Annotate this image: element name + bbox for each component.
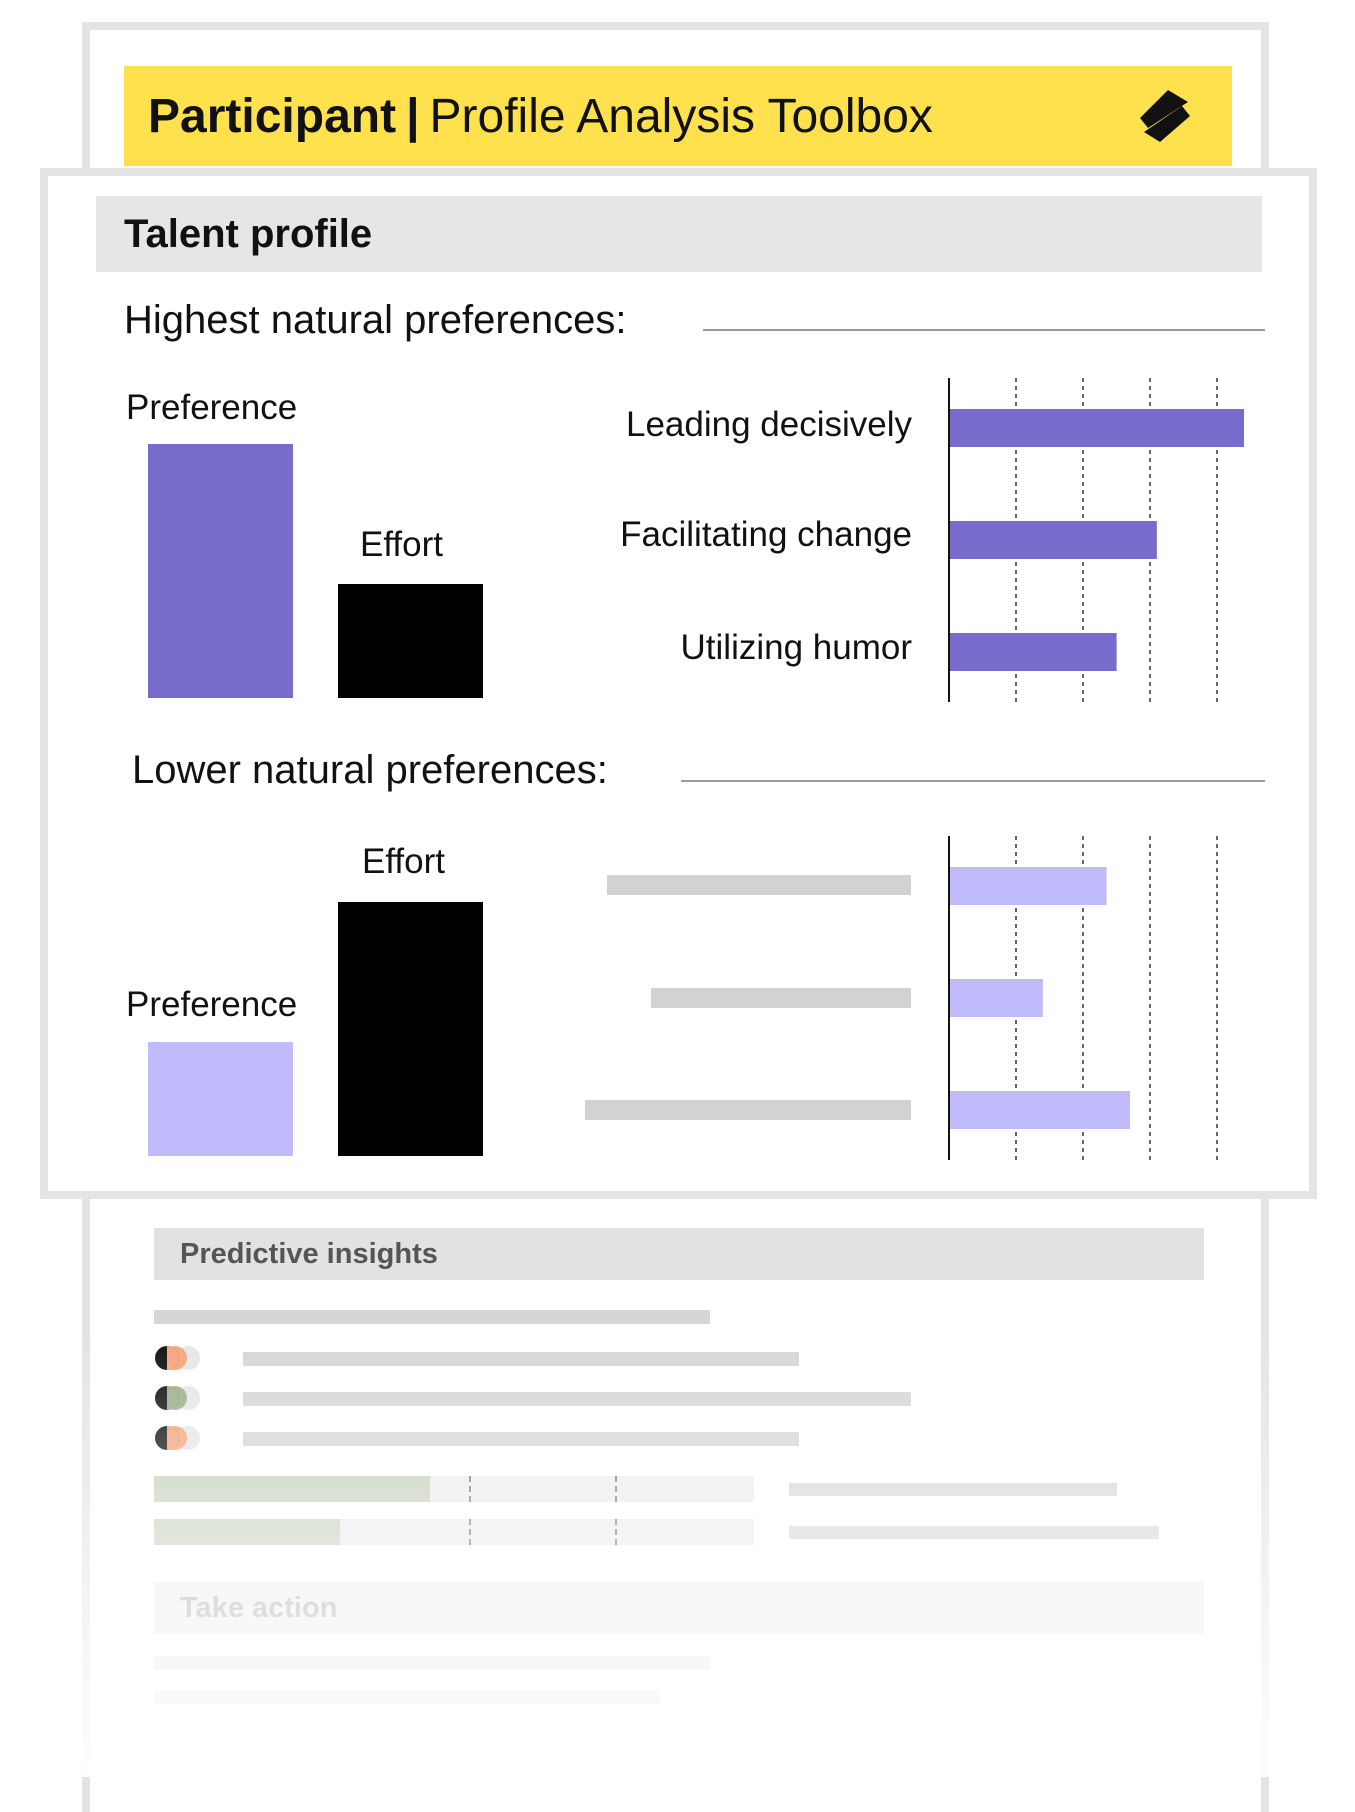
app-header: Participant | Profile Analysis Toolbox — [124, 66, 1232, 166]
meter-tick — [469, 1519, 471, 1545]
predictive-insights-title: Predictive insights — [180, 1237, 438, 1270]
talent-profile-header: Talent profile — [96, 196, 1262, 272]
category-label: Facilitating change — [620, 515, 912, 554]
text-placeholder — [243, 1352, 799, 1366]
chart-bar — [949, 521, 1157, 559]
insight-meter — [154, 1476, 754, 1502]
take-action-title: Take action — [180, 1591, 338, 1624]
text-placeholder — [154, 1690, 660, 1704]
divider-line — [703, 329, 1265, 331]
insight-dot-icon — [155, 1346, 200, 1370]
insight-meter — [154, 1519, 754, 1545]
preference-label: Preference — [126, 388, 298, 427]
header-title: Profile Analysis Toolbox — [429, 89, 933, 143]
text-placeholder — [154, 1310, 710, 1324]
header-separator: | — [406, 89, 420, 143]
chart-bar — [949, 979, 1043, 1017]
talent-profile-title: Talent profile — [124, 211, 373, 256]
insight-meter-fill — [154, 1519, 340, 1545]
text-placeholder — [243, 1392, 911, 1406]
predictive-insights-header: Predictive insights — [154, 1228, 1204, 1280]
preference-block — [148, 444, 293, 698]
highest-preferences-heading: Highest natural preferences: — [124, 298, 627, 342]
lower-preferences-chart — [948, 836, 1218, 1160]
effort-label: Effort — [362, 842, 446, 881]
preference-label: Preference — [126, 985, 298, 1024]
meter-tick — [615, 1519, 617, 1545]
text-placeholder — [789, 1526, 1159, 1539]
divider-line — [681, 780, 1265, 782]
chart-bar — [949, 409, 1244, 447]
meter-tick — [469, 1476, 471, 1502]
category-label: Leading decisively — [625, 405, 912, 444]
preference-block — [148, 1042, 293, 1156]
effort-block — [338, 584, 483, 698]
chart-bar — [949, 633, 1117, 671]
highest-preferences-chart — [948, 378, 1244, 702]
insight-meter-fill — [154, 1476, 430, 1502]
hidden-category-placeholder — [585, 1100, 911, 1120]
insight-dot-icon — [155, 1426, 200, 1450]
lower-preferences-heading: Lower natural preferences: — [132, 748, 608, 792]
effort-block — [338, 902, 483, 1156]
header-title-bold: Participant — [148, 89, 397, 143]
text-placeholder — [243, 1432, 799, 1446]
zigzag-logo-icon — [1140, 90, 1190, 142]
hidden-category-placeholder — [607, 875, 911, 895]
category-label: Utilizing humor — [680, 628, 912, 667]
effort-label: Effort — [360, 525, 444, 564]
take-action-header: Take action — [154, 1582, 1204, 1634]
insight-dot-icon — [155, 1386, 200, 1410]
text-placeholder — [154, 1656, 710, 1670]
meter-tick — [615, 1476, 617, 1502]
chart-bar — [949, 1091, 1131, 1129]
text-placeholder — [789, 1483, 1117, 1496]
hidden-category-placeholder — [651, 988, 911, 1008]
chart-bar — [949, 867, 1107, 905]
